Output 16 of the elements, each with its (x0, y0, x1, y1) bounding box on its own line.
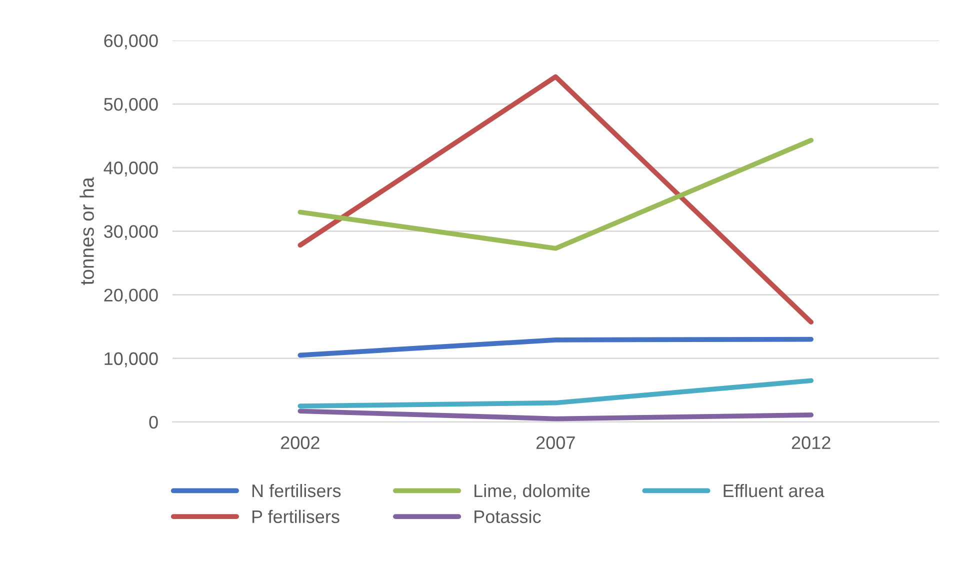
x-tick-label: 2012 (792, 436, 830, 450)
legend-label: Lime, dolomite (474, 484, 590, 500)
legend-label: Effluent area (724, 484, 824, 498)
y-axis-title: tonnes or ha (80, 177, 94, 285)
y-tick-label: 40,000 (104, 162, 158, 176)
y-tick-label: 10,000 (104, 352, 158, 368)
y-tick-label: 50,000 (104, 98, 158, 113)
legend-label: Potassic (474, 510, 541, 524)
legend-label: P fertilisers (252, 510, 340, 524)
x-tick-label: 2002 (281, 436, 320, 450)
legend-label: N fertilisers (252, 484, 341, 498)
x-tick-label: 2007 (536, 436, 575, 450)
y-tick-label: 30,000 (104, 225, 158, 240)
y-tick-label: 0 (149, 416, 158, 429)
y-tick-label: 20,000 (104, 288, 158, 304)
y-tick-label: 60,000 (104, 34, 158, 50)
